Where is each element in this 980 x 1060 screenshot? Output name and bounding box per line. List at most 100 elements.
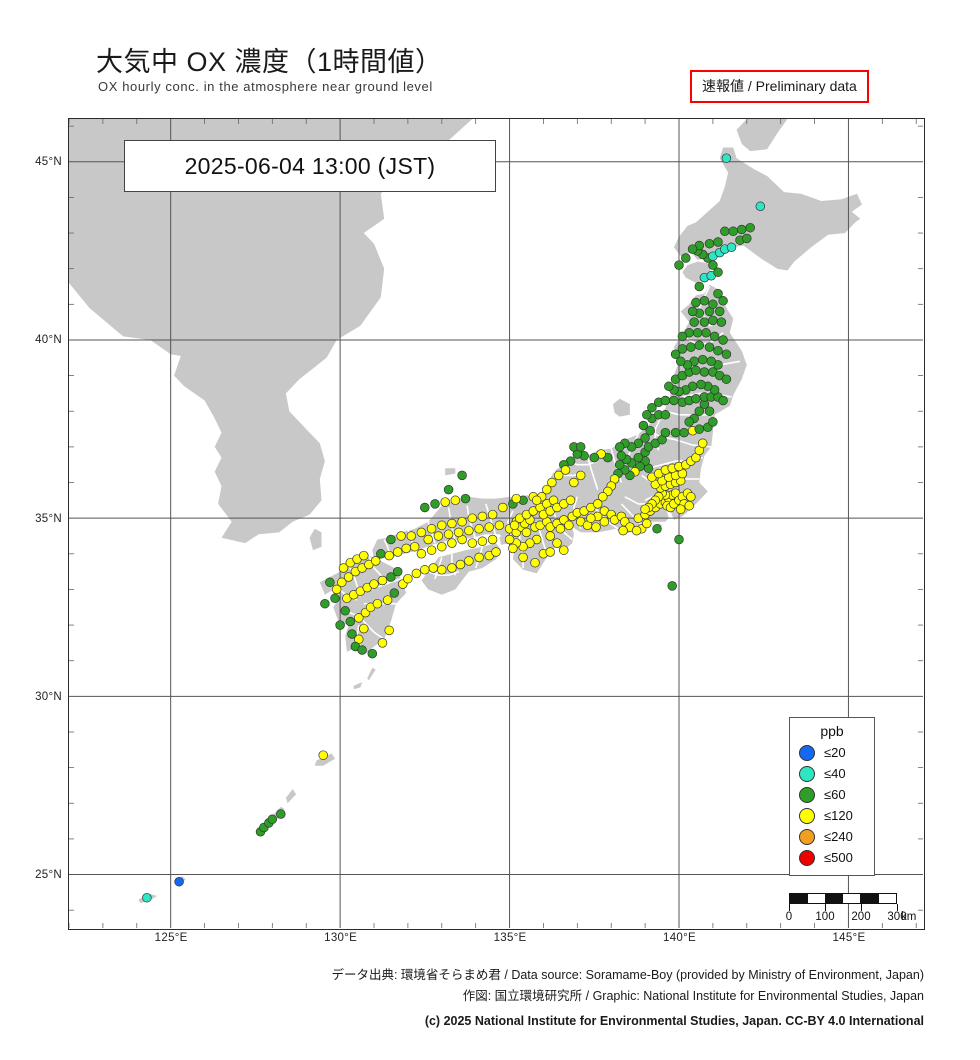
station-marker[interactable] bbox=[457, 516, 467, 527]
station-marker[interactable] bbox=[396, 531, 406, 541]
station-marker[interactable] bbox=[367, 648, 378, 659]
station-marker[interactable] bbox=[564, 520, 574, 531]
station-marker[interactable] bbox=[713, 237, 723, 247]
station-marker[interactable] bbox=[645, 426, 655, 436]
station-marker[interactable] bbox=[709, 331, 720, 342]
station-marker[interactable] bbox=[692, 328, 703, 338]
station-marker[interactable] bbox=[713, 288, 723, 299]
station-marker[interactable] bbox=[679, 427, 689, 438]
station-marker[interactable] bbox=[742, 233, 752, 244]
station-marker[interactable] bbox=[718, 395, 728, 406]
station-marker[interactable] bbox=[340, 606, 350, 616]
station-marker[interactable] bbox=[320, 598, 330, 609]
station-marker[interactable] bbox=[575, 470, 586, 481]
station-marker[interactable] bbox=[447, 538, 457, 548]
station-marker[interactable] bbox=[669, 395, 679, 406]
station-marker[interactable] bbox=[437, 541, 447, 552]
map-plot-area[interactable] bbox=[68, 118, 925, 930]
station-marker[interactable] bbox=[708, 417, 718, 427]
station-marker[interactable] bbox=[677, 344, 688, 354]
station-marker[interactable] bbox=[726, 242, 737, 253]
station-marker[interactable] bbox=[559, 545, 569, 555]
station-marker[interactable] bbox=[677, 331, 688, 342]
station-marker[interactable] bbox=[652, 524, 662, 534]
station-marker[interactable] bbox=[484, 522, 494, 532]
station-marker[interactable] bbox=[357, 645, 367, 655]
station-marker[interactable] bbox=[599, 516, 610, 527]
station-marker[interactable] bbox=[354, 613, 364, 623]
station-marker[interactable] bbox=[699, 317, 710, 327]
station-marker[interactable] bbox=[347, 629, 357, 639]
legend-item[interactable]: ≤240 bbox=[790, 826, 874, 847]
station-marker[interactable] bbox=[389, 588, 400, 598]
station-marker[interactable] bbox=[631, 525, 642, 536]
station-marker[interactable] bbox=[684, 500, 694, 511]
station-marker[interactable] bbox=[706, 356, 716, 367]
station-marker[interactable] bbox=[670, 349, 681, 359]
station-marker[interactable] bbox=[382, 595, 393, 605]
station-marker[interactable] bbox=[745, 222, 755, 233]
station-marker[interactable] bbox=[721, 374, 732, 384]
station-marker[interactable] bbox=[699, 367, 710, 377]
station-marker[interactable] bbox=[504, 534, 515, 545]
station-marker[interactable] bbox=[552, 538, 562, 548]
station-marker[interactable] bbox=[477, 511, 488, 522]
station-marker[interactable] bbox=[494, 520, 505, 531]
station-marker[interactable] bbox=[687, 244, 698, 254]
station-marker[interactable] bbox=[331, 584, 342, 595]
station-marker[interactable] bbox=[713, 267, 723, 277]
station-marker[interactable] bbox=[721, 153, 732, 163]
station-marker[interactable] bbox=[716, 317, 727, 327]
station-marker[interactable] bbox=[736, 224, 747, 235]
station-marker[interactable] bbox=[530, 557, 540, 568]
station-marker[interactable] bbox=[437, 520, 447, 531]
station-marker[interactable] bbox=[409, 541, 420, 552]
station-marker[interactable] bbox=[555, 524, 566, 534]
station-marker[interactable] bbox=[699, 296, 710, 306]
station-marker[interactable] bbox=[457, 470, 467, 481]
station-marker[interactable] bbox=[433, 531, 444, 541]
station-marker[interactable] bbox=[728, 226, 738, 237]
station-marker[interactable] bbox=[720, 226, 730, 237]
station-marker[interactable] bbox=[403, 573, 413, 584]
station-marker[interactable] bbox=[377, 575, 388, 586]
station-marker[interactable] bbox=[545, 531, 555, 541]
station-marker[interactable] bbox=[174, 876, 184, 887]
station-marker[interactable] bbox=[372, 598, 383, 609]
station-marker[interactable] bbox=[560, 465, 571, 475]
station-marker[interactable] bbox=[276, 809, 286, 819]
station-marker[interactable] bbox=[384, 550, 394, 561]
station-marker[interactable] bbox=[443, 484, 454, 495]
station-marker[interactable] bbox=[416, 527, 427, 538]
station-marker[interactable] bbox=[713, 345, 723, 356]
station-marker[interactable] bbox=[467, 538, 478, 548]
legend-item[interactable]: ≤40 bbox=[790, 763, 874, 784]
station-marker[interactable] bbox=[640, 433, 650, 443]
station-marker[interactable] bbox=[708, 299, 718, 310]
station-marker[interactable] bbox=[450, 495, 461, 506]
station-marker[interactable] bbox=[638, 420, 649, 431]
station-marker[interactable] bbox=[616, 451, 627, 461]
station-marker[interactable] bbox=[755, 201, 766, 212]
station-marker[interactable] bbox=[675, 356, 686, 367]
station-marker[interactable] bbox=[689, 317, 699, 327]
station-marker[interactable] bbox=[359, 550, 369, 561]
station-marker[interactable] bbox=[569, 477, 579, 488]
station-marker[interactable] bbox=[338, 563, 349, 573]
station-marker[interactable] bbox=[691, 297, 701, 308]
station-marker[interactable] bbox=[660, 395, 671, 406]
station-marker[interactable] bbox=[487, 534, 498, 545]
station-marker[interactable] bbox=[691, 394, 701, 404]
station-marker[interactable] bbox=[642, 410, 652, 420]
station-marker[interactable] bbox=[377, 638, 388, 648]
legend-item[interactable]: ≤20 bbox=[790, 742, 874, 763]
station-marker[interactable] bbox=[359, 623, 369, 634]
station-marker[interactable] bbox=[589, 452, 600, 463]
station-marker[interactable] bbox=[443, 529, 454, 539]
station-marker[interactable] bbox=[586, 513, 596, 523]
station-marker[interactable] bbox=[697, 438, 708, 449]
station-marker[interactable] bbox=[509, 520, 520, 531]
station-marker[interactable] bbox=[697, 354, 708, 365]
station-marker[interactable] bbox=[592, 499, 603, 509]
station-marker[interactable] bbox=[142, 892, 152, 903]
